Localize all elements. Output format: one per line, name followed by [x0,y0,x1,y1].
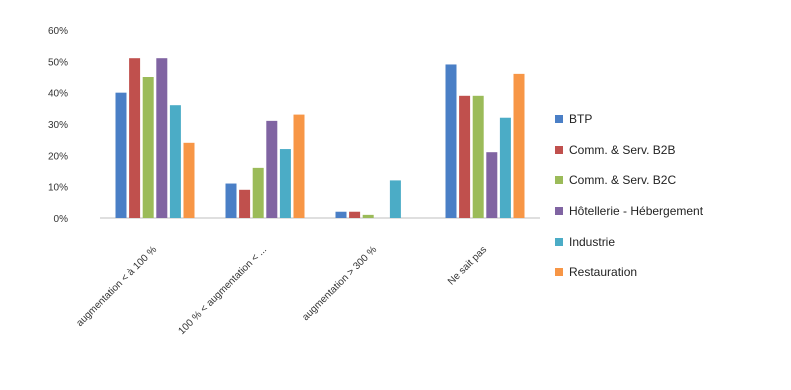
bar [362,214,374,218]
bar [459,95,471,218]
legend-item: Comm. & Serv. B2C [555,165,787,196]
bar [513,73,525,218]
bar [472,95,484,218]
legend: BTP Comm. & Serv. B2B Comm. & Serv. B2C Hôt… [555,104,787,288]
legend-swatch [555,145,563,154]
bar [183,142,195,218]
y-tick-label: 50% [48,57,68,68]
legend-item: Industrie [555,226,787,257]
bar [389,180,401,218]
legend-swatch [555,115,563,124]
legend-label: Restauration [569,265,638,280]
bar [279,149,291,218]
legend-swatch [555,176,563,185]
bar [499,117,511,218]
bar [239,189,251,218]
bar [129,58,141,219]
x-axis-category-labels: augmentation < à 100 % 100 % < augmentati… [74,244,489,337]
legend-item: BTP [555,104,787,135]
legend-label: Comm. & Serv. B2B [569,142,676,157]
legend-label: Hôtellerie - Hébergement [569,204,704,219]
bar [169,105,181,218]
bar [293,114,305,218]
bar [266,120,278,218]
x-category-label: 100 % < augmentation < ... [176,244,269,337]
y-tick-label: 30% [48,120,68,131]
legend-item: Comm. & Serv. B2B [555,135,787,166]
bar [252,167,264,218]
legend-label: Comm. & Serv. B2C [569,173,677,188]
bar [335,211,347,218]
bar [142,77,154,218]
bar [115,92,127,218]
y-tick-label: 60% [48,26,68,37]
x-category-label: augmentation > 300 % [300,244,379,323]
y-axis-ticks: 0% 10% 20% 30% 40% 50% 60% [48,26,68,225]
y-tick-label: 40% [48,89,68,100]
legend-label: Industrie [569,234,616,249]
y-tick-label: 10% [48,183,68,194]
legend-label: BTP [569,112,593,127]
y-tick-label: 20% [48,151,68,162]
bar [445,64,457,218]
x-category-label: Ne sait pas [446,244,489,287]
bars [115,58,525,219]
bar [349,211,361,218]
legend-swatch [555,207,563,216]
bar [225,183,237,218]
legend-item: Hôtellerie - Hébergement [555,196,787,227]
legend-swatch [555,268,563,277]
legend-item: Restauration [555,257,787,288]
bar [486,152,498,218]
legend-swatch [555,237,563,246]
x-category-label: augmentation < à 100 % [74,244,159,329]
y-tick-label: 0% [54,214,69,225]
bar [156,58,168,219]
